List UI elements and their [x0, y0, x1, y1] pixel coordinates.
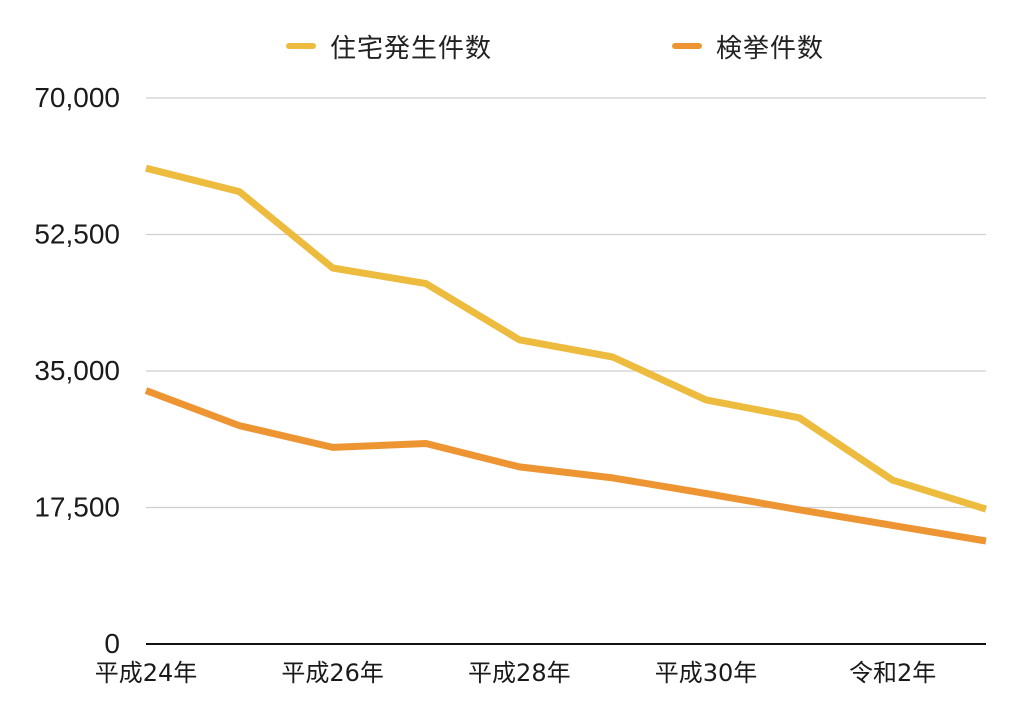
- y-tick-label: 35,000: [34, 355, 120, 386]
- x-tick-label: 平成24年: [95, 659, 198, 687]
- legend-swatch-series-2: [672, 43, 702, 49]
- legend-label-series-2: 検挙件数: [716, 33, 825, 64]
- x-tick-label: 令和2年: [849, 659, 936, 687]
- x-axis-ticks: 平成24年 平成26年 平成28年 平成30年 令和2年: [95, 659, 937, 687]
- legend-swatch-series-1: [286, 43, 316, 49]
- x-tick-label: 平成30年: [655, 659, 758, 687]
- y-tick-label: 70,000: [34, 82, 120, 113]
- gridlines: [146, 97, 986, 645]
- y-tick-label: 0: [104, 628, 120, 659]
- series-line: [144, 387, 987, 545]
- y-axis-ticks: 0 17,500 35,000 52,500 70,000: [34, 82, 120, 659]
- legend-label-series-1: 住宅発生件数: [330, 33, 493, 64]
- legend-item-series-2: 検挙件数: [672, 28, 824, 64]
- x-tick-label: 平成26年: [281, 659, 384, 687]
- legend: 住宅発生件数 検挙件数: [0, 28, 1024, 68]
- legend-item-series-1: 住宅発生件数: [286, 28, 492, 64]
- x-tick-label: 平成28年: [468, 659, 571, 687]
- y-tick-label: 52,500: [34, 219, 120, 250]
- series-line: [145, 164, 988, 513]
- y-tick-label: 17,500: [34, 492, 120, 523]
- series-lines: [144, 164, 988, 545]
